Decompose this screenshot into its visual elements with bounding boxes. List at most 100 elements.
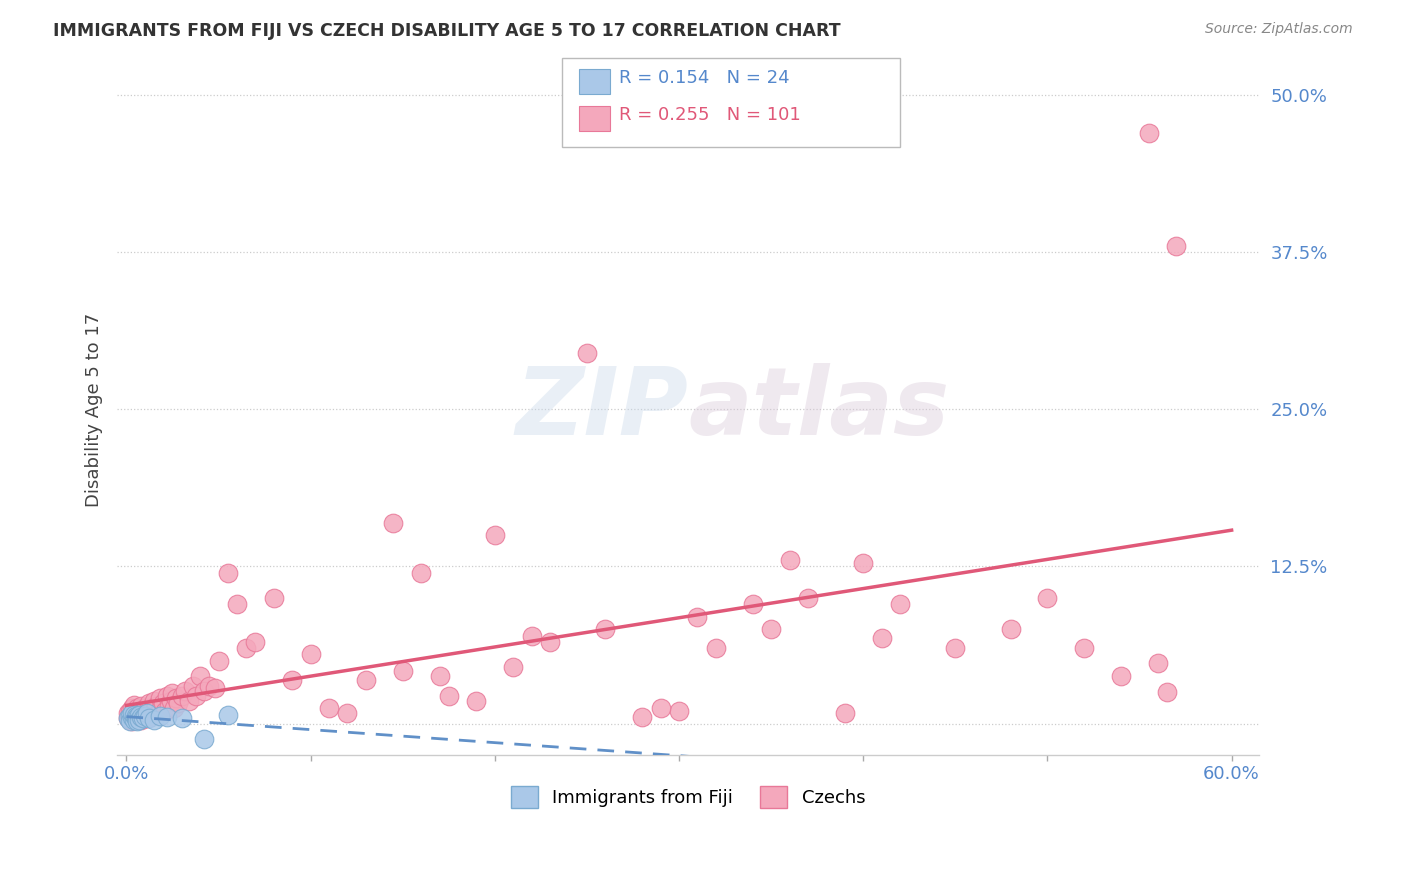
Point xyxy=(121,710,143,724)
Point xyxy=(538,635,561,649)
Point xyxy=(281,673,304,687)
Point xyxy=(141,709,163,723)
Point xyxy=(135,704,157,718)
Point xyxy=(148,691,170,706)
Point xyxy=(1166,239,1188,253)
Point xyxy=(668,704,690,718)
Point xyxy=(121,714,143,728)
Point xyxy=(134,709,156,723)
Point xyxy=(117,711,139,725)
Point xyxy=(122,707,145,722)
Point xyxy=(134,701,156,715)
Point xyxy=(122,711,145,725)
Point xyxy=(127,714,149,728)
Point xyxy=(1000,622,1022,636)
Point xyxy=(245,635,267,649)
Point xyxy=(132,705,155,719)
Point xyxy=(759,622,782,636)
Point xyxy=(299,648,322,662)
Point xyxy=(1109,669,1132,683)
Point xyxy=(120,713,142,727)
Point xyxy=(834,706,856,721)
Point xyxy=(411,566,433,580)
Point xyxy=(143,694,166,708)
Point xyxy=(741,597,763,611)
Point xyxy=(138,711,160,725)
Point xyxy=(129,710,152,724)
Point xyxy=(391,664,413,678)
Point xyxy=(502,660,524,674)
Point xyxy=(686,609,709,624)
Point xyxy=(336,706,359,721)
Point xyxy=(650,701,672,715)
Point xyxy=(127,706,149,721)
Point xyxy=(117,711,139,725)
Point xyxy=(354,673,377,687)
Text: atlas: atlas xyxy=(688,363,949,456)
Point xyxy=(889,597,911,611)
Point xyxy=(177,694,200,708)
Point xyxy=(1137,126,1160,140)
Point xyxy=(139,701,162,715)
Point xyxy=(135,706,157,721)
Point xyxy=(520,629,543,643)
Point xyxy=(150,701,173,715)
Text: R = 0.255   N = 101: R = 0.255 N = 101 xyxy=(619,106,800,124)
Point xyxy=(128,711,150,725)
Point xyxy=(1156,685,1178,699)
Point xyxy=(143,713,166,727)
Point xyxy=(128,704,150,718)
Text: Source: ZipAtlas.com: Source: ZipAtlas.com xyxy=(1205,22,1353,37)
Point xyxy=(167,697,190,711)
Point xyxy=(575,346,598,360)
Point xyxy=(132,707,155,722)
Point xyxy=(124,713,146,727)
Point xyxy=(704,641,727,656)
Point xyxy=(181,679,204,693)
Point xyxy=(120,709,142,723)
Y-axis label: Disability Age 5 to 17: Disability Age 5 to 17 xyxy=(86,312,103,507)
Point xyxy=(127,710,149,724)
Point xyxy=(121,706,143,721)
Point xyxy=(779,553,801,567)
Text: IMMIGRANTS FROM FIJI VS CZECH DISABILITY AGE 5 TO 17 CORRELATION CHART: IMMIGRANTS FROM FIJI VS CZECH DISABILITY… xyxy=(53,22,841,40)
Point xyxy=(128,713,150,727)
Point xyxy=(162,686,184,700)
Point xyxy=(129,709,152,723)
Point xyxy=(1073,641,1095,656)
Point xyxy=(943,641,966,656)
Point xyxy=(382,516,405,530)
Point xyxy=(484,528,506,542)
Point xyxy=(1147,657,1170,671)
Text: R = 0.154   N = 24: R = 0.154 N = 24 xyxy=(619,69,789,87)
Point xyxy=(124,711,146,725)
Point xyxy=(122,706,145,721)
Point xyxy=(170,711,193,725)
Point xyxy=(146,706,169,721)
Point xyxy=(437,689,460,703)
Point xyxy=(121,710,143,724)
Point xyxy=(120,704,142,718)
Point xyxy=(127,710,149,724)
Point xyxy=(129,713,152,727)
Point xyxy=(153,704,176,718)
Point xyxy=(217,707,239,722)
Point xyxy=(870,631,893,645)
Point xyxy=(429,669,451,683)
Point xyxy=(129,698,152,713)
Point xyxy=(1036,591,1059,605)
Point xyxy=(170,689,193,703)
Point xyxy=(159,694,181,708)
Point xyxy=(120,709,142,723)
Point xyxy=(156,710,179,724)
Point xyxy=(163,701,186,715)
Point xyxy=(124,709,146,723)
Point xyxy=(595,622,617,636)
Point xyxy=(128,707,150,722)
Point xyxy=(148,709,170,723)
Point xyxy=(124,709,146,723)
Point xyxy=(217,566,239,580)
Point xyxy=(132,711,155,725)
Point xyxy=(174,683,197,698)
Point xyxy=(263,591,285,605)
